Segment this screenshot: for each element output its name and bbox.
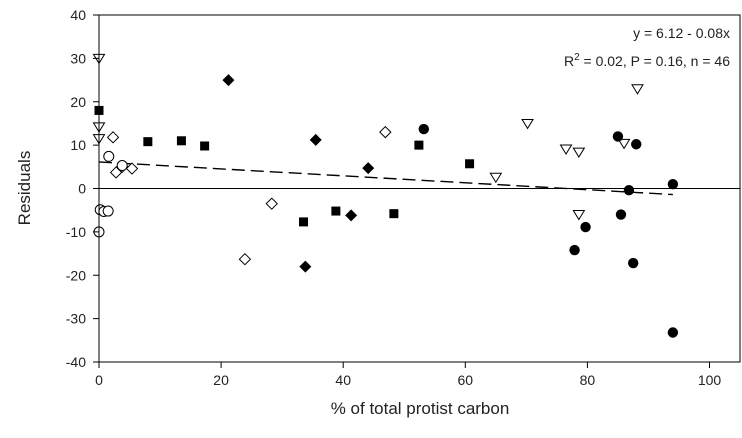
point-circle-filled: [667, 178, 679, 190]
point-circle-filled: [627, 257, 639, 269]
point-diamond-open: [106, 131, 120, 144]
point-square-filled: [331, 206, 341, 216]
stats-values: = 0.02, P = 0.16, n = 46: [580, 53, 731, 69]
point-circle-filled: [580, 221, 591, 233]
point-triangle-open: [617, 138, 631, 150]
point-circle-filled: [569, 244, 580, 256]
y-tick-label: 0: [78, 181, 86, 197]
point-diamond-open: [238, 252, 252, 266]
y-tick-label: -40: [66, 354, 86, 370]
regression-line-layer: [98, 161, 673, 196]
x-tick-label: 40: [335, 372, 351, 388]
point-square-filled: [200, 141, 210, 151]
point-diamond-filled: [299, 260, 312, 273]
point-circle-open: [102, 205, 114, 217]
point-diamond-filled: [222, 74, 235, 87]
point-circle-filled: [623, 185, 635, 196]
x-tick-label: 100: [698, 372, 722, 388]
regression-equation: y = 6.12 - 0.08x: [633, 25, 730, 41]
regression-line: [98, 161, 673, 196]
point-circle-filled: [418, 123, 429, 135]
point-square-filled: [389, 209, 399, 219]
x-tick-label: 0: [95, 372, 103, 388]
axes-layer: -40 -30 -20 -10 0 10 20 30 40 0 20 40 60 80 100: [66, 7, 741, 388]
point-triangle-open: [489, 172, 503, 184]
y-tick-label: -30: [66, 311, 86, 327]
y-tick-label: 30: [70, 50, 86, 66]
y-axis-title: Residuals: [15, 151, 34, 226]
x-axis-title: % of total protist carbon: [331, 399, 510, 418]
point-square-filled: [465, 159, 475, 169]
point-circle-filled: [615, 209, 627, 220]
r-symbol: R: [564, 53, 574, 69]
point-triangle-open: [572, 210, 586, 221]
point-circle-filled: [667, 327, 679, 338]
point-diamond-filled: [362, 162, 375, 175]
x-tick-label: 80: [580, 372, 596, 388]
x-tick-label: 60: [458, 372, 474, 388]
regression-stats: R2 = 0.02, P = 0.16, n = 46: [564, 52, 730, 69]
y-tick-label: -20: [66, 267, 86, 283]
x-tick-label: 20: [213, 372, 229, 388]
point-square-filled: [414, 140, 424, 150]
y-tick-label: 10: [70, 137, 86, 153]
y-tick-label: -10: [66, 224, 86, 240]
point-square-filled: [299, 217, 309, 227]
point-circle-open: [116, 160, 128, 172]
point-triangle-open: [631, 84, 644, 95]
point-diamond-filled: [345, 209, 358, 222]
y-tick-label: 20: [70, 94, 86, 110]
r-squared-superscript: 2: [574, 52, 580, 63]
point-circle-filled: [631, 139, 642, 150]
point-triangle-open: [572, 147, 586, 159]
point-diamond-filled: [309, 133, 322, 146]
point-circle-open: [103, 150, 115, 162]
point-triangle-open: [521, 118, 534, 130]
point-triangle-open: [559, 144, 573, 155]
point-diamond-open: [265, 197, 278, 210]
point-diamond-open: [125, 162, 139, 175]
point-circle-filled: [612, 131, 624, 142]
point-diamond-open: [379, 125, 392, 139]
point-square-filled: [143, 137, 153, 147]
data-points-layer: [92, 53, 679, 338]
y-tick-label: 40: [70, 7, 86, 23]
point-square-filled: [176, 136, 186, 146]
